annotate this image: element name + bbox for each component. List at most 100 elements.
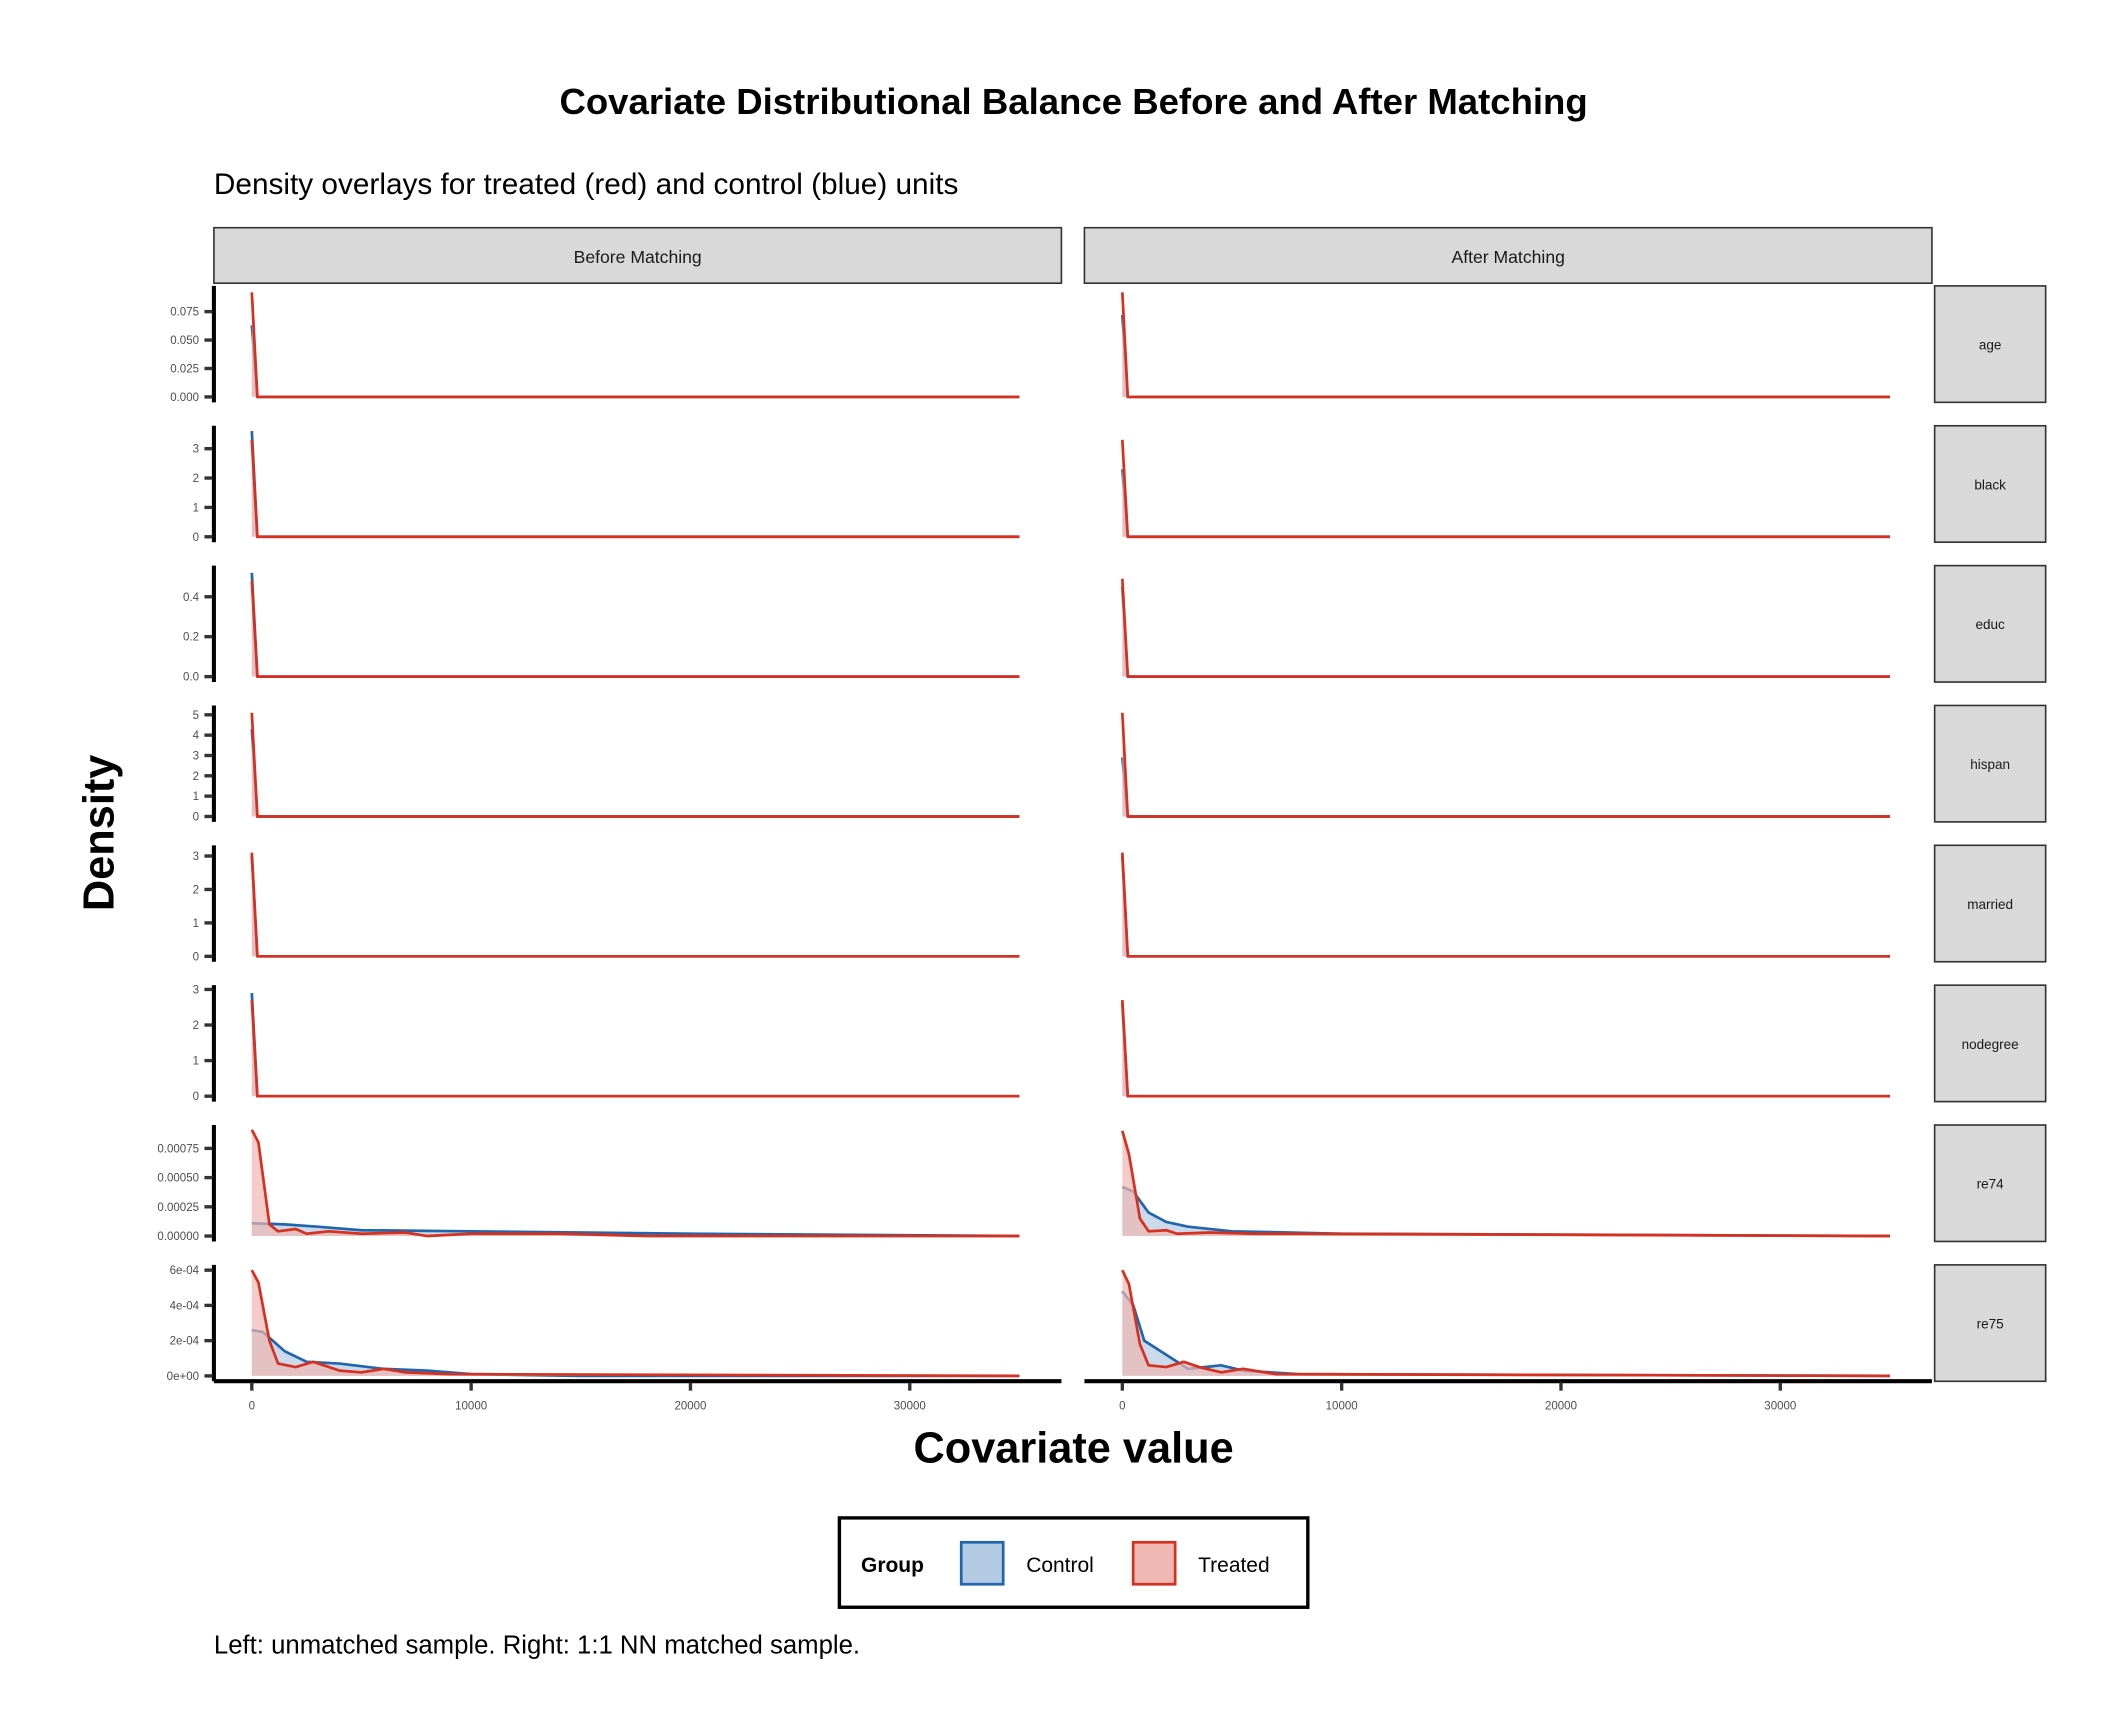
legend-key-treated [1131,1540,1177,1586]
y-tick-label: 0 [193,532,199,544]
density-area-control-hispan [251,729,1020,817]
density-line-treated-hispan [1120,712,1890,818]
y-tick-label: 0.00050 [157,1173,199,1185]
density-area-control-married [251,856,1020,957]
density-line-control-re74 [251,1221,1020,1238]
density-area-treated-re75 [251,1270,1020,1376]
row-strip-label: age [1979,338,2002,353]
y-tick-label: 5 [193,710,199,722]
y-tick-label: 1 [193,918,199,930]
density-line-treated-re74 [250,1129,1020,1238]
legend-label-control: Control [1026,1554,1094,1577]
legend: Group Control Treated [837,1516,1310,1609]
density-line-control-hispan [250,728,1020,818]
chart-subtitle: Density overlays for treated (red) and c… [214,168,958,201]
x-tick-label: 20000 [1545,1401,1577,1413]
row-strip-educ [1933,564,2047,683]
density-area-treated-married [251,852,1020,957]
density-area-treated-hispan [1122,712,1890,817]
y-tick-label: 2 [193,885,199,897]
density-line-treated-re75 [1121,1269,1890,1378]
y-tick-label: 0 [193,951,199,963]
y-tick-label: 2 [193,473,199,485]
row-strip-label: re75 [1977,1317,2004,1332]
y-tick-label: 0 [193,812,199,824]
x-tick-label: 20000 [674,1401,706,1413]
density-line-treated-age [250,292,1020,399]
density-line-control-educ [1120,586,1890,678]
y-tick-label: 0.00025 [157,1202,199,1214]
y-tick-label: 4 [193,730,200,742]
y-tick-label: 0.000 [170,392,199,404]
density-area-control-married [1122,856,1890,957]
density-area-treated-re74 [1122,1130,1890,1237]
y-tick-label: 0.4 [183,592,200,604]
density-line-control-hispan [1120,757,1890,818]
density-area-treated-educ [1122,578,1890,677]
density-line-treated-nodegree [1120,999,1890,1098]
y-axis-title: Density [76,755,124,911]
density-area-treated-educ [251,580,1020,677]
column-strip [213,226,1063,285]
row-strip-label: re74 [1977,1177,2005,1192]
chart-title: Covariate Distributional Balance Before … [559,81,1587,122]
density-area-treated-hispan [251,712,1020,817]
caption: Left: unmatched sample. Right: 1:1 NN ma… [214,1631,860,1659]
density-area-control-black [251,431,1020,537]
density-line-control-educ [250,572,1020,678]
density-area-treated-nodegree [251,1000,1020,1097]
density-area-control-age [1122,315,1890,397]
y-tick-label: 3 [193,985,199,997]
density-line-treated-re74 [1121,1130,1890,1238]
y-tick-label: 0.025 [170,364,199,376]
density-area-control-hispan [1122,757,1890,817]
density-line-control-nodegree [1120,1003,1890,1098]
density-area-treated-married [1122,852,1890,957]
density-line-treated-hispan [250,712,1020,818]
row-strip-re75 [1933,1264,2047,1383]
x-tick-label: 30000 [1764,1401,1796,1413]
y-tick-label: 1 [193,1056,199,1068]
row-strip-label: hispan [1970,757,2010,772]
column-strip-label: Before Matching [574,247,702,267]
legend-title: Group [861,1554,924,1577]
row-strip-black [1933,424,2047,544]
density-line-control-married [250,855,1020,958]
x-axis-title: Covariate value [913,1424,1233,1472]
density-area-treated-age [1122,292,1890,397]
density-area-treated-age [251,292,1020,397]
density-area-control-re75 [1122,1291,1890,1376]
density-area-control-nodegree [1122,1003,1890,1097]
column-strip [1083,226,1933,285]
x-tick-label: 10000 [1326,1401,1358,1413]
density-area-control-age [251,325,1020,397]
density-area-control-black [1122,469,1890,537]
row-strip-label: married [1967,897,2013,912]
density-line-treated-nodegree [250,999,1020,1098]
density-area-treated-re75 [1122,1270,1890,1376]
y-tick-label: 0.00075 [157,1143,199,1155]
x-tick-label: 0 [1119,1401,1125,1413]
y-tick-label: 0.2 [183,632,199,644]
density-area-control-re74 [251,1223,1020,1237]
x-tick-label: 0 [249,1401,255,1413]
density-line-control-black [1120,469,1890,539]
row-strip-re74 [1933,1124,2047,1243]
y-tick-label: 0.050 [170,335,199,347]
density-line-control-age [250,325,1020,399]
density-area-treated-black [1122,439,1890,537]
density-line-control-re75 [1121,1290,1890,1378]
y-tick-label: 3 [193,444,199,456]
density-line-control-age [1120,314,1890,399]
density-area-control-educ [1122,586,1890,677]
density-line-treated-educ [1120,578,1890,678]
y-tick-label: 0.075 [170,307,199,319]
y-tick-label: 2 [193,771,199,783]
x-tick-label: 10000 [455,1401,487,1413]
column-strip-label: After Matching [1451,247,1564,267]
y-tick-label: 0 [193,1091,199,1103]
density-area-treated-black [251,439,1020,537]
y-tick-label: 2 [193,1020,199,1032]
density-line-treated-re75 [250,1269,1020,1378]
